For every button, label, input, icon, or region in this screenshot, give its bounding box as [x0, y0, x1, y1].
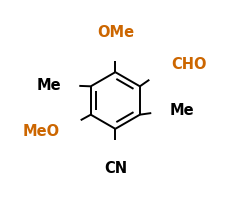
Text: Me: Me [36, 78, 61, 93]
Text: CHO: CHO [171, 57, 207, 72]
Text: CN: CN [104, 161, 127, 176]
Text: OMe: OMe [97, 25, 134, 40]
Text: Me: Me [170, 103, 194, 118]
Text: MeO: MeO [22, 124, 59, 139]
